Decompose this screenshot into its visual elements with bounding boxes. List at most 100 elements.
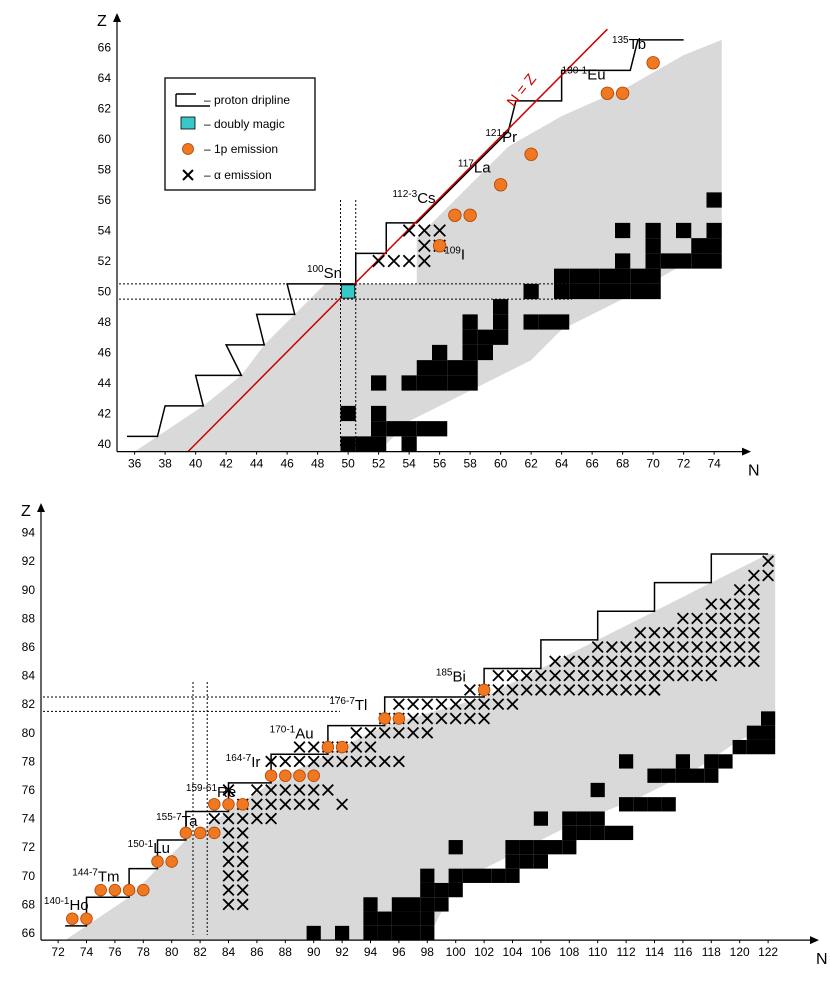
proton-emitter: [151, 855, 164, 868]
alpha-emitter: [563, 655, 576, 668]
alpha-emitter: [691, 669, 704, 682]
alpha-emitter: [733, 626, 746, 639]
stable-nucleus: [462, 314, 478, 330]
nuclide-label: 117La: [458, 159, 491, 177]
x-tick-label: 104: [502, 945, 522, 959]
stable-nucleus: [377, 911, 392, 926]
alpha-emitter: [605, 669, 618, 682]
y-tick-label: 42: [98, 407, 112, 421]
alpha-emitter: [387, 254, 401, 268]
alpha-emitter: [293, 755, 306, 768]
alpha-emitter: [236, 812, 249, 825]
alpha-emitter: [236, 898, 249, 911]
proton-emitter: [122, 883, 136, 897]
stable-nucleus: [448, 840, 463, 855]
y-tick-label: 92: [22, 554, 36, 568]
alpha-emitter: [307, 798, 320, 811]
stable-nucleus: [615, 253, 631, 269]
stable-nucleus: [420, 897, 435, 912]
alpha-emitter: [733, 598, 746, 611]
stable-nucleus: [462, 375, 478, 391]
alpha-emitter: [733, 655, 746, 668]
stable-nucleus: [706, 253, 722, 269]
p-emission-legend-icon: [182, 143, 194, 155]
alpha-emitter: [418, 224, 431, 237]
y-tick-label: 68: [22, 897, 36, 911]
x-tick-label: 38: [158, 457, 172, 471]
x-axis-arrow: [810, 936, 819, 945]
nuclide-label: 112-3Cs: [392, 189, 435, 207]
alpha-emitter: [591, 641, 604, 653]
proton-emitter: [279, 769, 292, 782]
x-tick-label: 46: [280, 457, 294, 471]
stable-nucleus: [462, 344, 478, 361]
alpha-emitter: [222, 826, 235, 839]
alpha-emitter: [676, 612, 689, 625]
alpha-emitter: [372, 254, 385, 268]
stable-nucleus: [533, 840, 548, 855]
y-tick-label: 88: [22, 611, 36, 625]
alpha-emitter: [506, 698, 519, 711]
stable-nucleus: [523, 314, 539, 330]
alpha-emitter: [648, 641, 661, 653]
stable-nucleus: [691, 238, 707, 254]
alpha-emitter: [279, 755, 292, 768]
x-tick-label: 94: [364, 945, 378, 959]
stable-nucleus: [434, 897, 449, 912]
y-axis-arrow: [37, 503, 45, 512]
stable-nucleus: [706, 222, 722, 239]
alpha-emitter: [676, 641, 689, 653]
x-axis-arrow: [742, 447, 751, 456]
alpha-emitter: [321, 755, 334, 768]
proton-emitter: [94, 883, 107, 897]
stable-nucleus: [590, 811, 605, 826]
proton-emitter: [378, 712, 391, 725]
stable-nucleus: [335, 925, 350, 941]
alpha-emitter: [293, 741, 306, 754]
stable-nucleus: [401, 375, 417, 391]
alpha-emitter: [534, 669, 547, 682]
alpha-emitter: [222, 855, 235, 868]
y-tick-label: 64: [98, 71, 112, 85]
stable-nucleus: [505, 840, 520, 855]
stable-nucleus: [732, 739, 747, 755]
y-axis-arrow: [113, 13, 121, 22]
alpha-emitter: [236, 855, 249, 868]
x-tick-label: 74: [707, 457, 721, 471]
alpha-emitter: [321, 784, 334, 796]
x-tick-label: 50: [341, 457, 355, 471]
stable-nucleus: [406, 925, 421, 941]
alpha-emitter: [662, 655, 675, 668]
proton-emitter: [448, 208, 462, 222]
proton-emitter: [477, 683, 491, 697]
alpha-emitter: [492, 698, 505, 711]
legend-magic: – doubly magic: [204, 117, 285, 131]
nuclide-label: 130-1Eu: [562, 66, 606, 84]
stable-nucleus: [505, 854, 520, 869]
stable-nucleus: [599, 283, 615, 300]
stable-nucleus: [718, 754, 733, 769]
stable-nucleus: [355, 436, 371, 452]
alpha-emitter: [634, 655, 647, 668]
stable-nucleus: [391, 897, 406, 912]
stable-nucleus: [416, 421, 432, 437]
alpha-emitter: [307, 741, 320, 754]
doubly-magic-nucleus: [341, 284, 356, 299]
x-tick-label: 48: [311, 457, 325, 471]
known-nuclei-region: [134, 39, 722, 452]
proton-emitter: [208, 798, 221, 811]
alpha-emitter: [463, 683, 476, 696]
x-tick-label: 112: [617, 945, 636, 959]
alpha-emitter: [691, 655, 704, 668]
alpha-emitter: [563, 683, 576, 696]
stable-nucleus: [448, 882, 463, 898]
alpha-emitter: [733, 641, 746, 653]
stable-nucleus: [406, 911, 421, 926]
stable-nucleus: [533, 854, 548, 869]
stable-nucleus: [604, 825, 619, 841]
proton-emitter: [293, 769, 306, 782]
alpha-emitter: [620, 655, 633, 668]
alpha-emitter: [236, 826, 249, 839]
alpha-emitter: [719, 598, 732, 611]
